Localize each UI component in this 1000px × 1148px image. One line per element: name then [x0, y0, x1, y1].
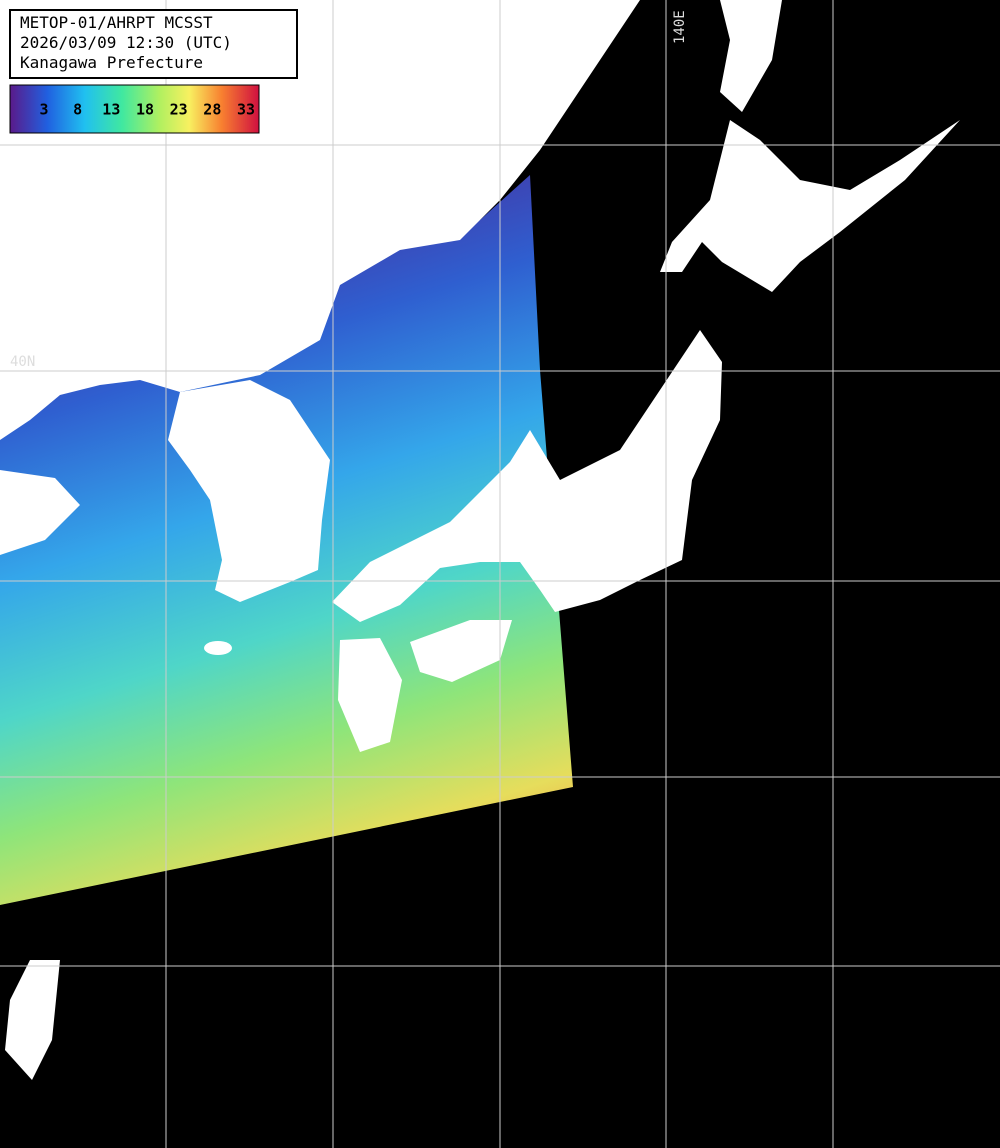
korea: [168, 380, 330, 602]
colorbar-label: 8: [73, 101, 82, 119]
colorbar-label: 13: [102, 101, 120, 119]
colorbar-label: 23: [170, 101, 188, 119]
header-box: [9, 9, 298, 79]
header-line: 2026/03/09 12:30 (UTC): [20, 33, 232, 52]
colorbar-label: 33: [237, 101, 255, 119]
colorbar: [9, 84, 260, 134]
kyushu: [338, 638, 402, 752]
colorbar-label: 28: [203, 101, 221, 119]
colorbar-ticks: 3 8 13 18 23 28 33: [39, 101, 255, 119]
honshu: [332, 330, 722, 622]
taiwan: [5, 960, 60, 1080]
sakhalin: [720, 0, 782, 112]
colorbar-label: 3: [39, 101, 48, 119]
header-line: METOP-01/AHRPT MCSST: [20, 13, 213, 32]
colorbar-label: 18: [136, 101, 154, 119]
land: [0, 0, 960, 1080]
island: [398, 130, 422, 166]
header-line: Kanagawa Prefecture: [20, 53, 203, 72]
longitude-label: 140E: [672, 10, 688, 44]
latitude-label: 40N: [10, 354, 35, 370]
shandong: [0, 470, 80, 555]
hokkaido: [660, 120, 960, 292]
jeju: [204, 641, 232, 655]
shikoku: [410, 620, 512, 682]
